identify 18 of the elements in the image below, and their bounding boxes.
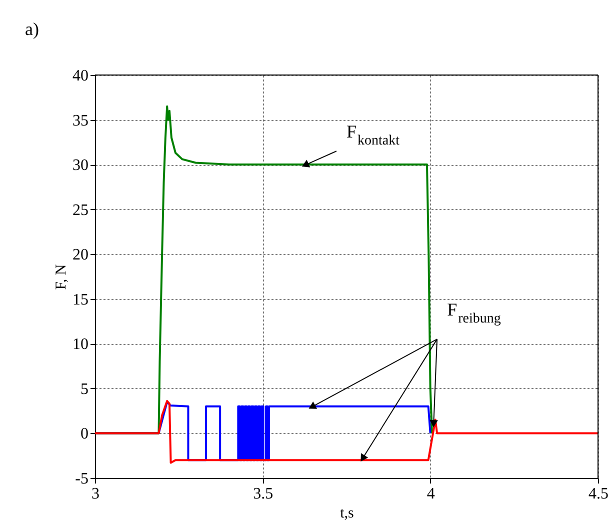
x-tick-label: 4.5 xyxy=(588,486,608,502)
x-tick-label: 3 xyxy=(92,486,100,502)
y-tick-label: 20 xyxy=(72,246,88,264)
y-tick-label: 25 xyxy=(72,202,88,219)
x-axis-title: t,s xyxy=(340,506,354,522)
y-tick-label: 5 xyxy=(80,380,88,398)
y-tick-label: 15 xyxy=(72,291,88,308)
x-tick-label: 4 xyxy=(426,486,435,502)
y-axis-title: F, N xyxy=(54,264,70,290)
y-tick-label: 10 xyxy=(72,336,88,354)
y-tick-label: 30 xyxy=(72,157,88,174)
y-tick-label: 40 xyxy=(72,68,88,84)
y-tick-label: -5 xyxy=(75,470,88,488)
text: a) xyxy=(25,19,39,39)
x-tick-label: 3.5 xyxy=(253,486,274,502)
line-series xyxy=(95,400,598,464)
y-tick-label: 0 xyxy=(80,426,88,443)
y-tick-label: 35 xyxy=(72,112,88,130)
